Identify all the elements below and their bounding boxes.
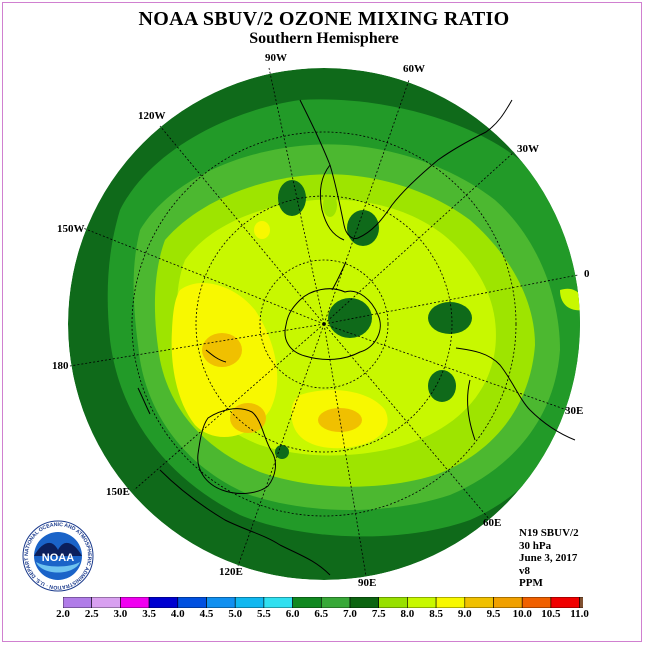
colorbar-tick-label: 10.0 [512, 608, 532, 620]
colorbar-swatch [206, 597, 236, 608]
lon-label-30w: 30W [517, 143, 539, 155]
graticule [69, 67, 579, 577]
lon-label-60w: 60W [403, 63, 425, 75]
colorbar-tick-label: 5.5 [257, 608, 271, 620]
colorbar [63, 597, 583, 608]
colorbar-swatch [579, 597, 583, 608]
colorbar-swatch [263, 597, 293, 608]
colorbar-swatch [349, 597, 380, 608]
new-zealand-coast-2 [205, 349, 227, 363]
colorbar-tick-label: 5.0 [228, 608, 243, 620]
colorbar-tick-label: 2.5 [84, 608, 99, 620]
colorbar-swatch [493, 597, 523, 608]
lon-label-120w: 120W [138, 110, 166, 122]
maritime-coast [159, 469, 281, 546]
antarctica-coast [284, 288, 381, 360]
coastlines [137, 99, 576, 576]
colorbar-tick-label: 7.0 [343, 608, 357, 620]
antarctic-peninsula [331, 261, 347, 291]
lon-label-120e: 120E [219, 566, 243, 578]
lon-label-90w: 90W [265, 52, 287, 64]
ozone-field [68, 68, 580, 580]
noaa-logo: NATIONAL OCEANIC AND ATMOSPHERIC ADMINIS… [22, 520, 94, 592]
lon-label-150w: 150W [57, 223, 85, 235]
colorbar-swatch [435, 597, 466, 608]
colorbar-swatch [320, 597, 351, 608]
colorbar-swatch [464, 597, 494, 608]
colorbar-tick-label: 6.0 [285, 608, 300, 620]
lon-label-0: 0 [584, 268, 590, 280]
colorbar-tick-label: 9.0 [457, 608, 472, 620]
date-label: June 3, 2017 [519, 552, 578, 564]
colorbar-swatch [407, 597, 437, 608]
colorbar-swatch [120, 597, 150, 608]
colorbar-tick-label: 8.0 [400, 608, 415, 620]
level-label: 30 hPa [519, 539, 552, 552]
colorbar-swatch [292, 597, 322, 608]
australia-coast [197, 408, 276, 494]
africa-coast [455, 347, 576, 441]
colorbar-swatch [148, 597, 179, 608]
colorbar-tick-label: 4.0 [170, 608, 185, 620]
lon-label-30e: 30E [565, 405, 584, 417]
colorbar-swatch [63, 597, 93, 608]
colorbar-tick-label: 6.5 [314, 608, 329, 620]
colorbar-swatch [521, 597, 552, 608]
new-zealand-coast [137, 387, 151, 415]
asia-coast [279, 544, 331, 576]
info-block: N19 SBUV/2 30 hPa June 3, 2017 v8 PPM [519, 527, 579, 590]
colorbar-tick-label: 3.0 [113, 608, 128, 620]
colorbar-swatch [177, 597, 207, 608]
lon-label-90e: 90E [358, 577, 377, 589]
colorbar-swatch [234, 597, 265, 608]
figure-frame [2, 2, 642, 642]
lon-label-180: 180 [52, 360, 69, 372]
colorbar-tick-label: 8.5 [429, 608, 443, 620]
map-subtitle: Southern Hemisphere [249, 30, 399, 47]
version-label: v8 [519, 564, 530, 577]
logo-noaa-text: NOAA [42, 552, 74, 564]
lon-label-150e: 150E [106, 486, 130, 498]
south-america-coast-2 [319, 164, 345, 241]
colorbar-tick-label: 11.0 [570, 608, 589, 620]
colorbar-tick-label: 10.5 [541, 608, 561, 620]
colorbar-tick-label: 7.5 [371, 608, 386, 620]
satellite-label: N19 SBUV/2 [519, 527, 579, 539]
colorbar-tick-label: 3.5 [142, 608, 156, 620]
colorbar-tick-label: 2.0 [56, 608, 70, 620]
map-title: NOAA SBUV/2 OZONE MIXING RATIO [138, 8, 510, 30]
units-label: PPM [519, 577, 543, 589]
colorbar-tick-label: 4.5 [199, 608, 214, 620]
lon-label-60e: 60E [483, 517, 502, 529]
colorbar-tick-label: 9.5 [486, 608, 501, 620]
colorbar-swatch [378, 597, 408, 608]
colorbar-swatch [91, 597, 121, 608]
colorbar-swatch [550, 597, 580, 608]
africa-coast-2 [467, 379, 476, 441]
